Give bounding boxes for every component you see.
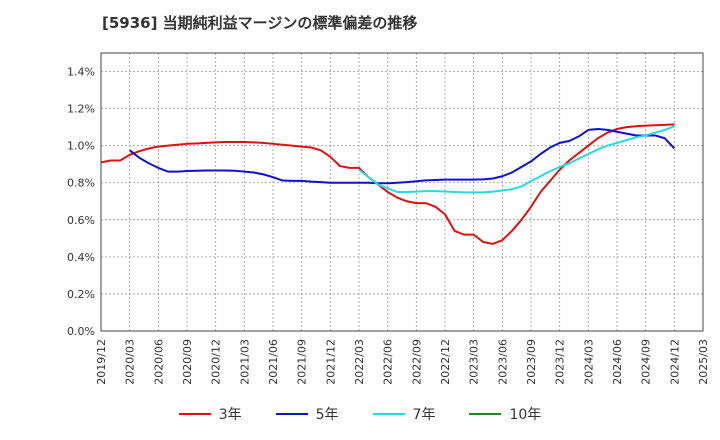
x-tick-label: 2023/06 bbox=[496, 339, 509, 385]
legend-item: 3年 bbox=[178, 404, 242, 424]
y-tick-label: 0.2% bbox=[67, 288, 95, 301]
y-tick-label: 0.6% bbox=[67, 214, 95, 227]
plot-frame bbox=[100, 52, 704, 332]
y-tick-label: 1.4% bbox=[67, 66, 95, 79]
legend-item: 5年 bbox=[275, 404, 339, 424]
legend-label: 10年 bbox=[509, 407, 542, 423]
x-tick-label: 2021/06 bbox=[267, 339, 280, 385]
series-line-2 bbox=[129, 127, 676, 185]
x-tick-label: 2024/03 bbox=[582, 339, 595, 385]
x-tick-label: 2023/03 bbox=[468, 339, 481, 385]
series-line-1 bbox=[100, 123, 675, 245]
x-tick-label: 2019/12 bbox=[95, 339, 108, 385]
x-tick-label: 2021/12 bbox=[324, 339, 337, 385]
legend-swatch bbox=[372, 413, 405, 415]
x-tick-label: 2022/09 bbox=[410, 339, 423, 385]
legend-item: 10年 bbox=[469, 404, 541, 424]
x-tick-label: 2023/12 bbox=[554, 339, 567, 385]
x-tick-label: 2020/09 bbox=[181, 339, 194, 385]
x-tick-labels: 2019/12 2020/03 2020/06 2020/09 2020/12 2021/… bbox=[95, 339, 710, 385]
x-tick-label: 2021/03 bbox=[238, 339, 251, 385]
y-tick-labels: 0.0% 0.2% 0.4% 0.6% 0.8% 1.0% 1.2% 1.4% bbox=[67, 66, 95, 338]
x-tick-label: 2024/06 bbox=[611, 339, 624, 385]
y-tick-label: 0.0% bbox=[67, 325, 95, 338]
legend-swatch bbox=[178, 413, 211, 415]
x-tick-label: 2025/03 bbox=[697, 339, 710, 385]
x-tick-label: 2020/03 bbox=[124, 339, 137, 385]
x-tick-label: 2023/09 bbox=[525, 339, 538, 385]
x-tick-label: 2022/06 bbox=[382, 339, 395, 385]
x-tick-label: 2020/06 bbox=[152, 339, 165, 385]
legend-label: 3年 bbox=[218, 407, 242, 423]
x-tick-label: 2024/09 bbox=[640, 339, 653, 385]
series-line-3 bbox=[358, 125, 675, 194]
series-lines bbox=[100, 123, 676, 245]
y-tick-label: 0.4% bbox=[67, 251, 95, 264]
x-tick-label: 2022/12 bbox=[439, 339, 452, 385]
legend-label: 5年 bbox=[315, 407, 339, 423]
x-tick-label: 2021/09 bbox=[296, 339, 309, 385]
y-tick-label: 0.8% bbox=[67, 177, 95, 190]
legend-swatch bbox=[469, 413, 502, 415]
legend: 3年 5年 7年 10年 bbox=[0, 404, 720, 424]
y-tick-label: 1.0% bbox=[67, 140, 95, 153]
legend-item: 7年 bbox=[372, 404, 436, 424]
chart-title: [5936] 当期純利益マージンの標準偏差の推移 bbox=[102, 14, 418, 32]
x-tick-label: 2024/12 bbox=[668, 339, 681, 385]
x-tick-label: 2020/12 bbox=[210, 339, 223, 385]
legend-swatch bbox=[275, 413, 308, 415]
x-tick-label: 2022/03 bbox=[353, 339, 366, 385]
legend-label: 7年 bbox=[412, 407, 436, 423]
y-tick-label: 1.2% bbox=[67, 103, 95, 116]
